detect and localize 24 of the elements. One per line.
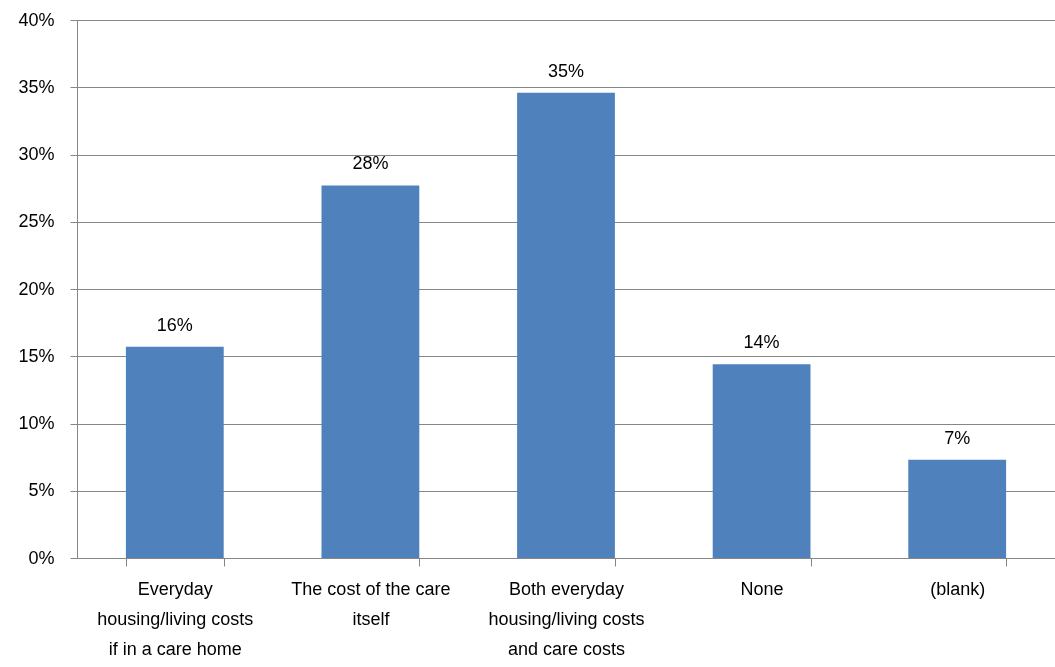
- y-tick-label: 10%: [18, 413, 55, 433]
- y-tick-label: 30%: [18, 144, 55, 164]
- data-label: 28%: [352, 153, 389, 174]
- y-tick-label: 0%: [28, 547, 55, 568]
- y-tick-label: 15%: [18, 345, 55, 366]
- x-tick-label: (blank): [930, 578, 986, 599]
- y-tick-label: 20%: [18, 278, 55, 299]
- x-tick-label: Both everyday housing/living costs and care costs: [488, 578, 645, 659]
- bar: [517, 92, 615, 558]
- y-tick-label: 40%: [18, 9, 55, 30]
- bar: [321, 185, 420, 558]
- y-tick-label: 5%: [28, 480, 55, 501]
- data-label: 16%: [156, 314, 193, 335]
- x-tick-label: Everyday housing/living costs if in a care home: [97, 578, 254, 659]
- data-label: 35%: [547, 60, 585, 81]
- y-tick-label: 35%: [18, 76, 55, 97]
- data-label: 7%: [944, 427, 971, 448]
- x-tick-label: None: [740, 578, 784, 599]
- data-label: 14%: [743, 332, 780, 353]
- bar: [712, 364, 811, 558]
- x-tick-label: The cost of the care itself: [291, 578, 451, 629]
- bar: [125, 346, 224, 558]
- y-tick-label: 25%: [18, 211, 55, 232]
- bar: [908, 459, 1007, 558]
